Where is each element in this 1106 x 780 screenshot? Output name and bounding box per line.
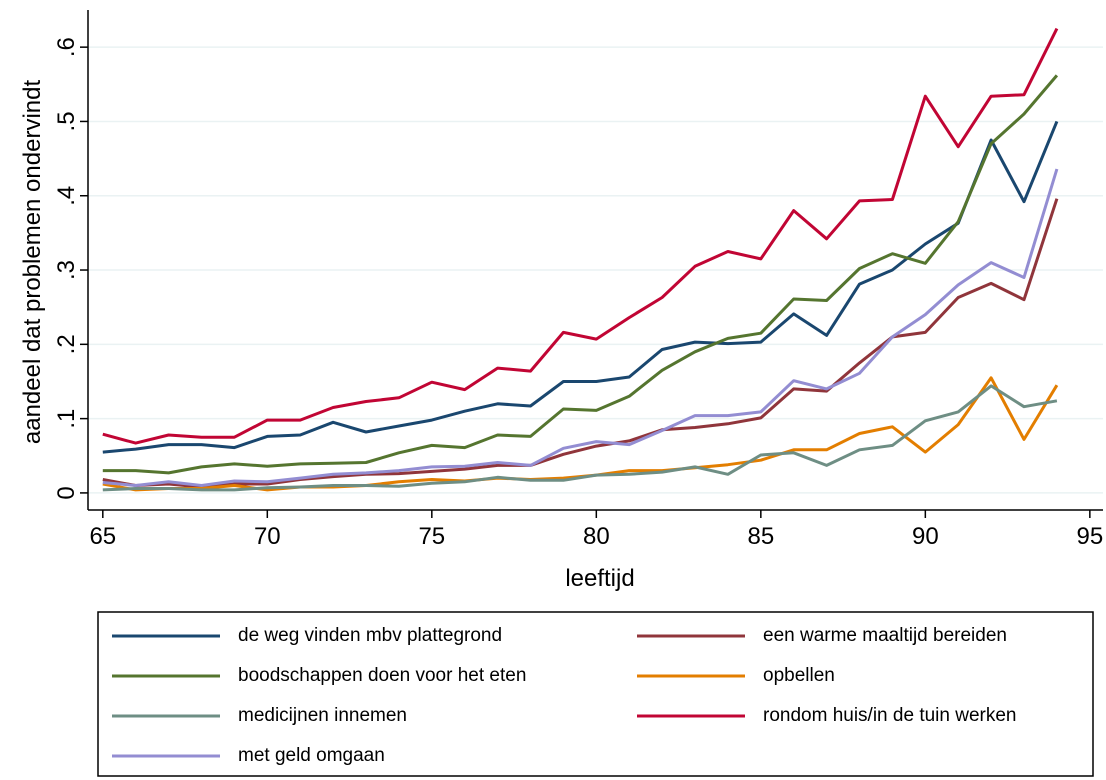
x-tick-label: 90: [912, 523, 939, 550]
x-tick-label: 70: [254, 523, 281, 550]
series-line: [102, 198, 1059, 489]
y-tick-label: .3: [53, 260, 80, 280]
y-tick-label: .1: [53, 409, 80, 429]
series-line: [102, 384, 1058, 492]
legend-label: medicijnen innemen: [238, 705, 407, 726]
legend-label: opbellen: [763, 665, 835, 686]
x-tick-label: 65: [89, 523, 116, 550]
series-line: [102, 74, 1059, 475]
y-tick-label: .4: [53, 186, 80, 206]
series-line: [102, 27, 1059, 445]
y-tick-label: .5: [53, 111, 80, 131]
x-tick-label: 95: [1076, 523, 1103, 550]
y-tick-label: 0: [53, 486, 80, 499]
series-line: [102, 376, 1059, 492]
y-tick-label: .6: [53, 37, 80, 57]
legend-label: boodschappen doen voor het eten: [238, 665, 526, 686]
legend-box: [97, 611, 1094, 777]
series-line: [102, 168, 1059, 487]
legend-label: de weg vinden mbv plattegrond: [238, 625, 502, 646]
y-axis-title: aandeel dat problemen ondervindt: [19, 80, 46, 445]
legend-label: een warme maaltijd bereiden: [763, 625, 1007, 646]
x-tick-label: 80: [583, 523, 610, 550]
legend-label: met geld omgaan: [238, 745, 385, 766]
x-tick-label: 75: [418, 523, 445, 550]
y-tick-label: .2: [53, 334, 80, 354]
x-tick-label: 85: [747, 523, 774, 550]
x-axis-title: leeftijd: [565, 565, 634, 592]
legend-label: rondom huis/in de tuin werken: [763, 705, 1016, 726]
series-line: [102, 120, 1059, 454]
